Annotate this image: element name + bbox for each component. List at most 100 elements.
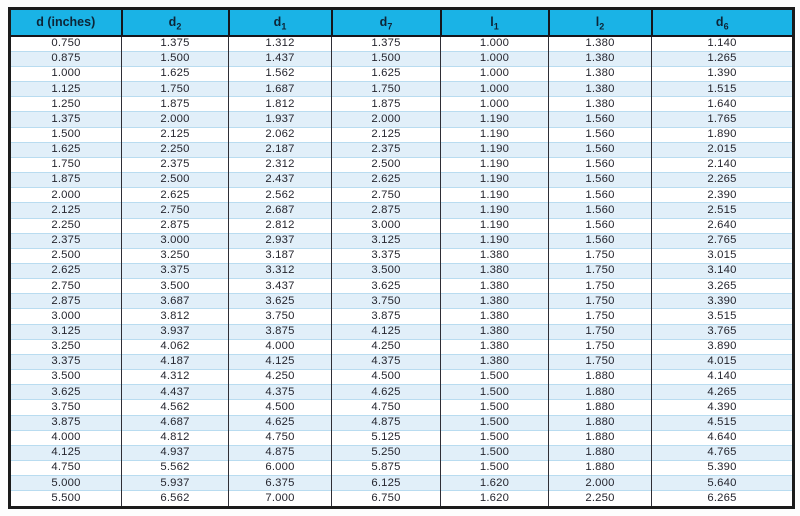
table-cell: 4.875 — [331, 414, 441, 431]
table-cell: 1.190 — [440, 202, 549, 218]
table-cell: 1.000 — [440, 35, 549, 52]
table-cell: 1.880 — [548, 429, 652, 446]
table-cell: 4.875 — [228, 444, 332, 461]
table-cell: 3.687 — [121, 293, 229, 309]
column-subscript: 1 — [493, 21, 499, 32]
table-cell: 1.140 — [651, 35, 794, 52]
table-cell: 1.380 — [440, 278, 549, 294]
table-cell: 4.390 — [651, 399, 794, 416]
table-cell: 2.500 — [9, 247, 122, 264]
table-cell: 2.750 — [121, 202, 229, 218]
table-cell: 3.625 — [228, 293, 332, 309]
table-cell: 1.625 — [121, 65, 229, 82]
table-cell: 4.140 — [651, 369, 794, 385]
table-cell: 3.750 — [331, 293, 441, 309]
column-header-d6: d6 — [650, 8, 794, 37]
table-cell: 4.125 — [9, 444, 122, 461]
table-cell: 2.625 — [331, 172, 441, 188]
table-cell: 1.750 — [331, 81, 441, 97]
table-cell: 1.380 — [548, 50, 652, 67]
table-cell: 3.000 — [121, 232, 229, 249]
table-cell: 4.562 — [121, 399, 229, 416]
table-cell: 4.937 — [121, 444, 229, 461]
table-cell: 1.500 — [440, 384, 549, 400]
table-cell: 1.560 — [548, 187, 652, 203]
table-cell: 1.000 — [440, 65, 549, 82]
column-subscript: 6 — [723, 21, 729, 32]
table-cell: 5.390 — [651, 459, 794, 476]
table-cell: 3.015 — [651, 247, 794, 264]
table-cell: 1.000 — [440, 50, 549, 67]
table-row: 3.875 4.687 4.625 4.875 1.500 1.880 4.515 — [9, 414, 794, 431]
column-subscript: 7 — [387, 21, 393, 32]
table-cell: 2.250 — [9, 217, 122, 234]
table-row: 5.500 6.562 7.000 6.750 1.620 2.250 6.265 — [9, 490, 794, 508]
table-cell: 1.380 — [440, 262, 549, 279]
table-cell: 1.560 — [548, 126, 652, 143]
table-cell: 2.125 — [331, 126, 441, 143]
table-cell: 1.190 — [440, 217, 549, 234]
table-row: 1.000 1.625 1.562 1.625 1.000 1.380 1.390 — [9, 65, 794, 82]
table-cell: 3.125 — [9, 323, 122, 340]
column-label: d (inches) — [36, 15, 96, 30]
table-cell: 1.875 — [331, 96, 441, 112]
table-row: 3.000 3.812 3.750 3.875 1.380 1.750 3.515 — [9, 308, 794, 325]
table-cell: 1.380 — [440, 293, 549, 309]
table-cell: 3.500 — [9, 369, 122, 385]
table-cell: 2.062 — [228, 126, 332, 143]
table-cell: 4.687 — [121, 414, 229, 431]
table-cell: 2.140 — [651, 156, 794, 173]
table-cell: 1.380 — [548, 35, 652, 52]
table-cell: 4.750 — [9, 459, 122, 476]
table-cell: 2.765 — [651, 232, 794, 249]
table-cell: 2.687 — [228, 202, 332, 218]
table-cell: 6.125 — [331, 475, 441, 491]
table-row: 1.500 2.125 2.062 2.125 1.190 1.560 1.890 — [9, 126, 794, 143]
table-cell: 4.812 — [121, 429, 229, 446]
table-cell: 1.687 — [228, 81, 332, 97]
table-cell: 3.515 — [651, 308, 794, 325]
table-cell: 2.000 — [548, 475, 652, 491]
column-subscript: 2 — [176, 21, 182, 32]
table-row: 3.500 4.312 4.250 4.500 1.500 1.880 4.140 — [9, 369, 794, 385]
table-cell: 4.500 — [228, 399, 332, 416]
header-row: d (inches) d2 d1 d7 l1 l2 d6 — [9, 8, 794, 37]
table-cell: 5.937 — [121, 475, 229, 491]
table-cell: 1.880 — [548, 384, 652, 400]
table-row: 2.125 2.750 2.687 2.875 1.190 1.560 2.515 — [9, 202, 794, 218]
table-row: 2.625 3.375 3.312 3.500 1.380 1.750 3.140 — [9, 262, 794, 279]
table-row: 2.875 3.687 3.625 3.750 1.380 1.750 3.390 — [9, 293, 794, 309]
table-cell: 2.640 — [651, 217, 794, 234]
table-cell: 3.890 — [651, 338, 794, 355]
table-cell: 1.437 — [228, 50, 332, 67]
table-cell: 5.250 — [331, 444, 441, 461]
table-cell: 3.187 — [228, 247, 332, 264]
table-cell: 6.562 — [121, 490, 229, 508]
table-cell: 1.375 — [9, 111, 122, 128]
table-header: d (inches) d2 d1 d7 l1 l2 d6 — [9, 8, 794, 37]
table-cell: 1.000 — [440, 81, 549, 97]
table-row: 3.250 4.062 4.000 4.250 1.380 1.750 3.890 — [9, 338, 794, 355]
table-cell: 2.812 — [228, 217, 332, 234]
table-cell: 2.500 — [331, 156, 441, 173]
table-row: 3.750 4.562 4.500 4.750 1.500 1.880 4.390 — [9, 399, 794, 416]
table-cell: 1.380 — [548, 96, 652, 112]
column-header-l1: l1 — [439, 8, 549, 37]
table-cell: 1.880 — [548, 444, 652, 461]
table-cell: 2.375 — [9, 232, 122, 249]
table-cell: 1.190 — [440, 126, 549, 143]
table-cell: 3.250 — [121, 247, 229, 264]
table-cell: 1.750 — [548, 338, 652, 355]
column-label: d — [273, 15, 282, 30]
table-cell: 4.250 — [331, 338, 441, 355]
table-cell: 1.880 — [548, 399, 652, 416]
table-cell: 1.880 — [548, 414, 652, 431]
table-cell: 4.015 — [651, 353, 794, 370]
table-cell: 4.062 — [121, 338, 229, 355]
table-cell: 1.560 — [548, 111, 652, 128]
table-cell: 3.812 — [121, 308, 229, 325]
table-cell: 1.560 — [548, 232, 652, 249]
table-cell: 2.312 — [228, 156, 332, 173]
table-cell: 1.380 — [548, 65, 652, 82]
